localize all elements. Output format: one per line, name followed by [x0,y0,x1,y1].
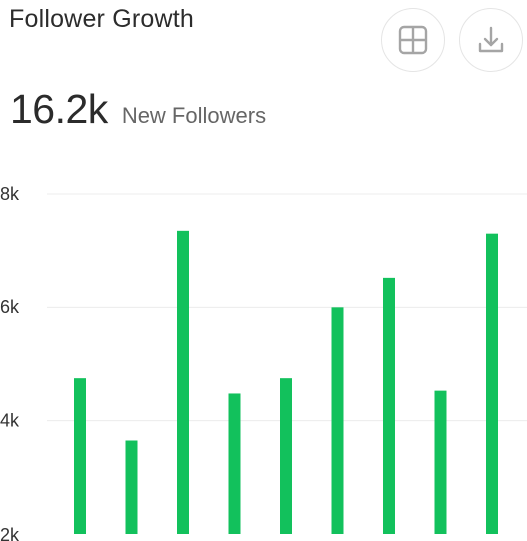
bar[interactable] [383,277,395,534]
metric-label: New Followers [121,103,267,128]
bar[interactable] [486,233,498,534]
y-tick-label: 2k [0,525,20,541]
table-grid-icon [398,25,428,55]
download-icon [478,26,504,53]
chart-title: Follower Growth [9,5,194,33]
bar[interactable] [280,378,292,534]
bar[interactable] [74,378,86,534]
bar[interactable] [434,390,447,534]
bar[interactable] [177,230,189,535]
bar[interactable] [331,307,344,534]
download-button[interactable] [459,8,523,72]
bar[interactable] [125,440,138,535]
y-tick-label: 8k [0,184,20,204]
metric-summary: 16.2k New Followers [10,86,266,133]
table-view-button[interactable] [381,8,445,72]
y-tick-label: 4k [0,410,20,430]
bar[interactable] [228,393,241,534]
y-tick-label: 6k [0,297,20,317]
metric-value: 16.2k [10,86,108,132]
